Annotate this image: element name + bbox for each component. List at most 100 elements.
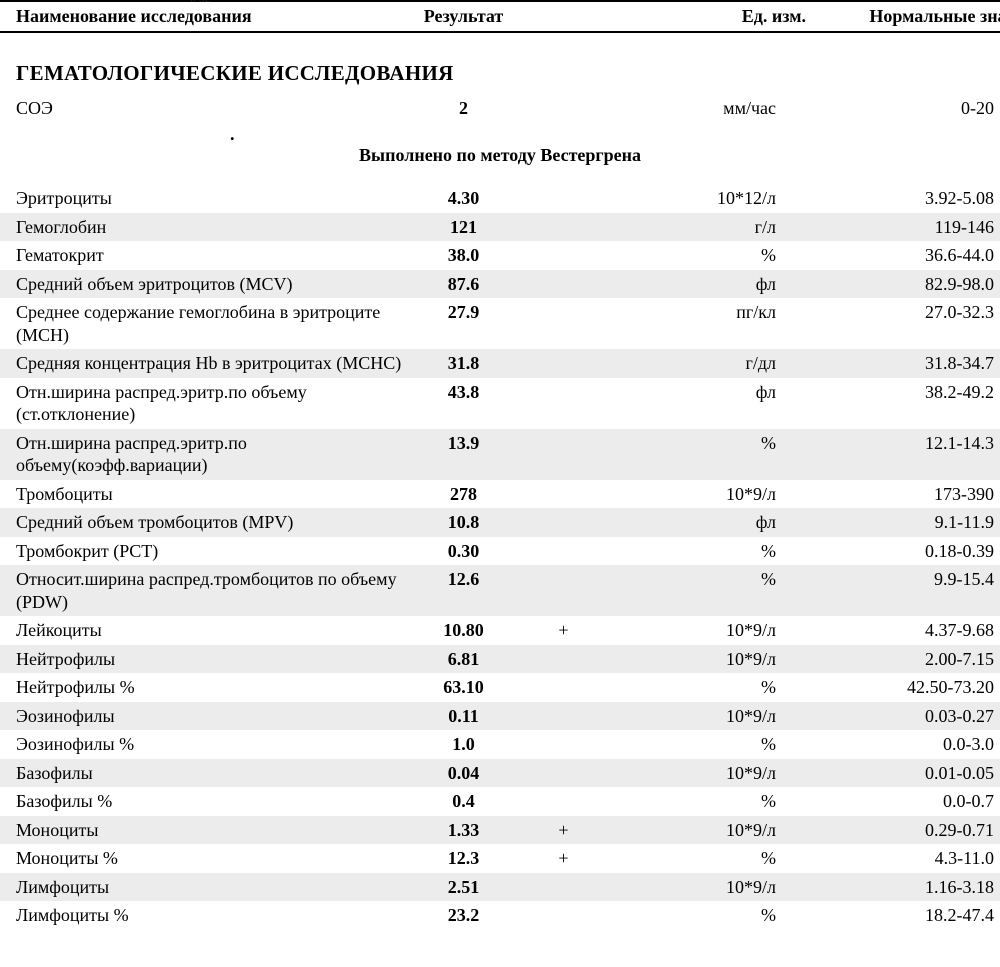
cell-unit: 10*9/л [606,648,806,671]
cell-result: 0.11 [406,705,521,728]
cell-result: 278 [406,483,521,506]
table-row: Тромбокрит (PCT)0.30%0.18-0.39 [0,537,1000,566]
cell-result: 1.0 [406,733,521,756]
cell-name: Относит.ширина распред.тромбоцитов по об… [16,568,406,613]
table-row: Нейтрофилы %63.10%42.50-73.20 [0,673,1000,702]
cell-unit: % [606,790,806,813]
table-row: Базофилы %0.4%0.0-0.7 [0,787,1000,816]
cell-unit: г/дл [606,352,806,375]
cell-normal: 3.92-5.08 [806,187,1000,210]
cell-normal: 0.01-0.05 [806,762,1000,785]
cell-normal: 9.9-15.4 [806,568,1000,591]
column-headers: Наименование исследования Результат Ед. … [0,0,1000,33]
cell-result: 121 [406,216,521,239]
cell-flag: + [521,819,606,842]
table-row: Средняя концентрация Hb в эритроцитах (M… [0,349,1000,378]
cell-unit: % [606,733,806,756]
cell-name: Отн.ширина распред.эритр.по объему(коэфф… [16,432,406,477]
cell-name: Нейтрофилы [16,648,406,671]
cell-name: Средняя концентрация Hb в эритроцитах (M… [16,352,406,375]
table-row: Средний объем эритроцитов (MCV)87.6фл82.… [0,270,1000,299]
cell-unit: % [606,676,806,699]
cell-result: 13.9 [406,432,521,455]
cell-unit: 10*9/л [606,762,806,785]
cell-normal: 12.1-14.3 [806,432,1000,455]
cell-name: Среднее содержание гемоглобина в эритроц… [16,301,406,346]
cell-unit: % [606,244,806,267]
table-row: Тромбоциты27810*9/л173-390 [0,480,1000,509]
cell-normal: 38.2-49.2 [806,381,1000,404]
cell-result: 38.0 [406,244,521,267]
table-row: Лейкоциты10.80+10*9/л4.37-9.68 [0,616,1000,645]
note-dot: . [0,123,1000,140]
cell-name: Эозинофилы % [16,733,406,756]
cell-normal: 42.50-73.20 [806,676,1000,699]
cell-result: 0.04 [406,762,521,785]
cell-unit: % [606,540,806,563]
cell-name: Эозинофилы [16,705,406,728]
cell-unit: % [606,568,806,591]
cell-unit: 10*9/л [606,819,806,842]
table-row: Моноциты %12.3+%4.3-11.0 [0,844,1000,873]
cell-name: Нейтрофилы % [16,676,406,699]
cell-result: 0.30 [406,540,521,563]
cell-name: Лейкоциты [16,619,406,642]
cell-result: 2 [406,97,521,120]
cell-unit: фл [606,511,806,534]
cell-result: 10.80 [406,619,521,642]
cell-unit: 10*9/л [606,705,806,728]
cell-result: 63.10 [406,676,521,699]
table-row: Моноциты1.33+10*9/л0.29-0.71 [0,816,1000,845]
cell-result: 12.6 [406,568,521,591]
col-normal: Нормальные знач [806,6,1000,27]
cell-result: 4.30 [406,187,521,210]
table-row: Отн.ширина распред.эритр.по объему (ст.о… [0,378,1000,429]
cell-unit: 10*9/л [606,876,806,899]
table-row: Нейтрофилы6.81 10*9/л2.00-7.15 [0,645,1000,674]
cell-unit: пг/кл [606,301,806,324]
cell-name: Гемоглобин [16,216,406,239]
cell-result: 2.51 [406,876,521,899]
cell-normal: 119-146 [806,216,1000,239]
table-row: Эозинофилы %1.0%0.0-3.0 [0,730,1000,759]
cell-name: Лимфоциты % [16,904,406,927]
cell-unit: % [606,904,806,927]
table-row: Гематокрит38.0%36.6-44.0 [0,241,1000,270]
cell-name: Моноциты [16,819,406,842]
cell-normal: 0.0-0.7 [806,790,1000,813]
cell-unit: фл [606,381,806,404]
cell-unit: % [606,847,806,870]
cell-normal: 1.16-3.18 [806,876,1000,899]
cell-normal: 0.03-0.27 [806,705,1000,728]
table-row: Лимфоциты %23.2%18.2-47.4 [0,901,1000,930]
lab-report: 6-32 Наименование исследования Результат… [0,0,1000,930]
cell-unit: 10*9/л [606,619,806,642]
cell-result: 12.3 [406,847,521,870]
cell-normal: 9.1-11.9 [806,511,1000,534]
col-name: Наименование исследования [16,6,406,27]
cell-name: СОЭ [16,97,406,120]
section-title: ГЕМАТОЛОГИЧЕСКИЕ ИССЛЕДОВАНИЯ [0,33,1000,94]
cell-result: 23.2 [406,904,521,927]
method-note: Выполнено по методу Вестергрена [0,139,1000,184]
cell-name: Базофилы % [16,790,406,813]
cell-normal: 2.00-7.15 [806,648,1000,671]
table-row: Отн.ширина распред.эритр.по объему(коэфф… [0,429,1000,480]
cell-unit: мм/час [606,97,806,120]
table-row: Средний объем тромбоцитов (MPV)10.8фл9.1… [0,508,1000,537]
cell-name: Тромбокрит (PCT) [16,540,406,563]
cell-normal: 0.18-0.39 [806,540,1000,563]
cell-normal: 173-390 [806,483,1000,506]
cell-normal: 4.3-11.0 [806,847,1000,870]
cell-normal: 36.6-44.0 [806,244,1000,267]
table-row: Эозинофилы0.11 10*9/л0.03-0.27 [0,702,1000,731]
cell-result: 27.9 [406,301,521,324]
cell-name: Моноциты % [16,847,406,870]
cell-name: Гематокрит [16,244,406,267]
cell-normal: 27.0-32.3 [806,301,1000,324]
cell-name: Эритроциты [16,187,406,210]
cell-result: 6.81 [406,648,521,671]
cell-unit: г/л [606,216,806,239]
cell-result: 31.8 [406,352,521,375]
cell-name: Базофилы [16,762,406,785]
